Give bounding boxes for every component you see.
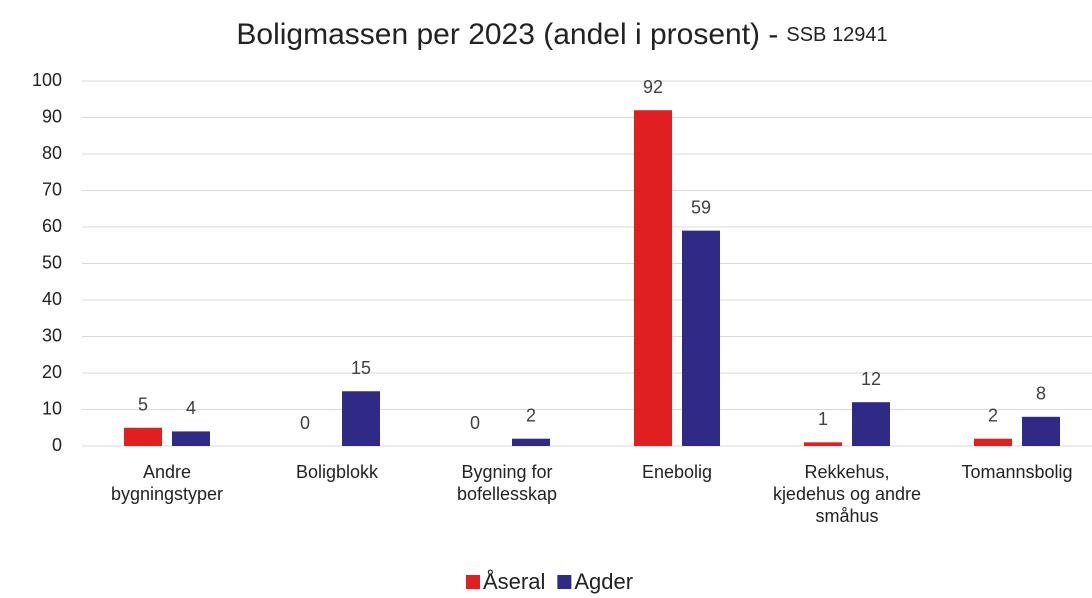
y-tick-label: 0 — [52, 435, 62, 455]
chart-title: Boligmassen per 2023 (andel i prosent) -… — [236, 18, 887, 51]
y-tick-label: 90 — [42, 106, 62, 126]
data-label: 2 — [526, 405, 536, 425]
bar — [1022, 416, 1060, 446]
legend-swatch — [557, 575, 572, 589]
y-tick-label: 10 — [42, 398, 62, 418]
x-tick-label: Boligblokk — [295, 462, 379, 482]
y-tick-label: 20 — [42, 362, 62, 382]
data-label: 2 — [988, 405, 998, 425]
data-label: 59 — [691, 197, 711, 217]
legend-label: Åseral — [483, 569, 545, 594]
data-label: 92 — [643, 77, 663, 97]
legend-swatch — [466, 575, 480, 589]
y-tick-label: 100 — [32, 70, 62, 90]
bar — [634, 110, 672, 446]
data-label: 4 — [186, 398, 196, 418]
y-tick-label: 40 — [42, 289, 62, 309]
x-tick-label: Andre bygningstyper — [110, 462, 224, 504]
bar — [342, 391, 380, 446]
bar — [852, 402, 890, 446]
y-tick-label: 30 — [42, 325, 62, 345]
x-tick-label: Enebolig — [641, 462, 713, 482]
legend-label: Agder — [574, 569, 633, 594]
x-tick-label: Rekkehus, kjedehus og andre småhus — [772, 462, 922, 526]
data-label: 15 — [351, 358, 371, 378]
x-tick-label: Tomannsbolig — [961, 462, 1073, 482]
bar — [804, 442, 842, 446]
y-tick-label: 60 — [42, 216, 62, 236]
data-label: 12 — [861, 369, 881, 389]
data-label: 5 — [138, 395, 148, 415]
data-label: 8 — [1036, 384, 1046, 404]
bar — [512, 438, 550, 446]
y-tick-label: 50 — [42, 252, 62, 272]
y-tick-label: 70 — [42, 179, 62, 199]
bar — [974, 438, 1012, 446]
data-label: 1 — [818, 409, 828, 429]
x-tick-label: Bygning for bofellesskap — [456, 462, 558, 504]
title-source: SSB 12941 — [786, 24, 887, 46]
bar — [682, 230, 720, 446]
title-main: Boligmassen per 2023 (andel i prosent) - — [236, 18, 778, 51]
y-tick-label: 80 — [42, 143, 62, 163]
data-label: 0 — [300, 413, 310, 433]
data-label: 0 — [470, 413, 480, 433]
bar — [172, 431, 210, 446]
bar — [124, 427, 162, 446]
